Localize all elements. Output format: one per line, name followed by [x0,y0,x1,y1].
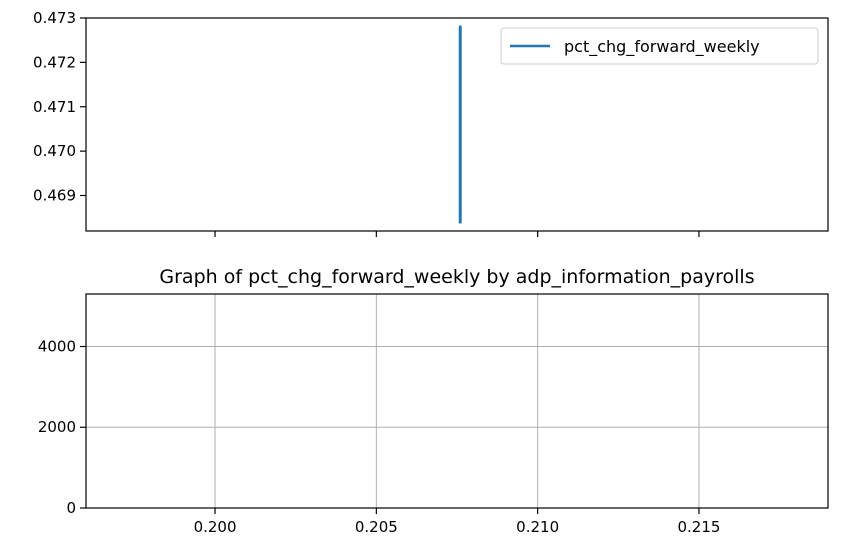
bottom-x-ticks: 0.200 0.205 0.210 0.215 [194,508,720,536]
x-tick-label: 0.215 [677,518,720,536]
bottom-axes-frame [85,293,829,509]
y-tick-label: 0.473 [33,9,76,27]
top-y-ticks: 0.469 0.470 0.471 0.472 0.473 [33,9,86,205]
legend-label: pct_chg_forward_weekly [564,37,760,57]
x-tick-label: 0.200 [194,518,237,536]
legend: pct_chg_forward_weekly [500,27,819,65]
bottom-chart-title: Graph of pct_chg_forward_weekly by adp_i… [159,266,754,288]
bottom-y-ticks: 0 2000 4000 [38,337,86,517]
y-tick-label: 2000 [38,418,76,436]
y-tick-label: 0.471 [33,98,76,116]
bottom-chart-panel: Graph of pct_chg_forward_weekly by adp_i… [38,266,829,536]
top-x-ticks [214,231,700,237]
top-axes-frame [85,17,829,232]
y-tick-label: 4000 [38,337,76,355]
x-tick-label: 0.210 [516,518,559,536]
legend-box [500,27,819,65]
y-tick-label: 0 [66,499,76,517]
y-tick-label: 0.472 [33,53,76,71]
x-tick-label: 0.205 [355,518,398,536]
y-tick-label: 0.469 [33,187,76,205]
y-tick-label: 0.470 [33,142,76,160]
top-chart-panel: 0.469 0.470 0.471 0.472 0.473 pct_chg_forwar… [33,9,829,237]
